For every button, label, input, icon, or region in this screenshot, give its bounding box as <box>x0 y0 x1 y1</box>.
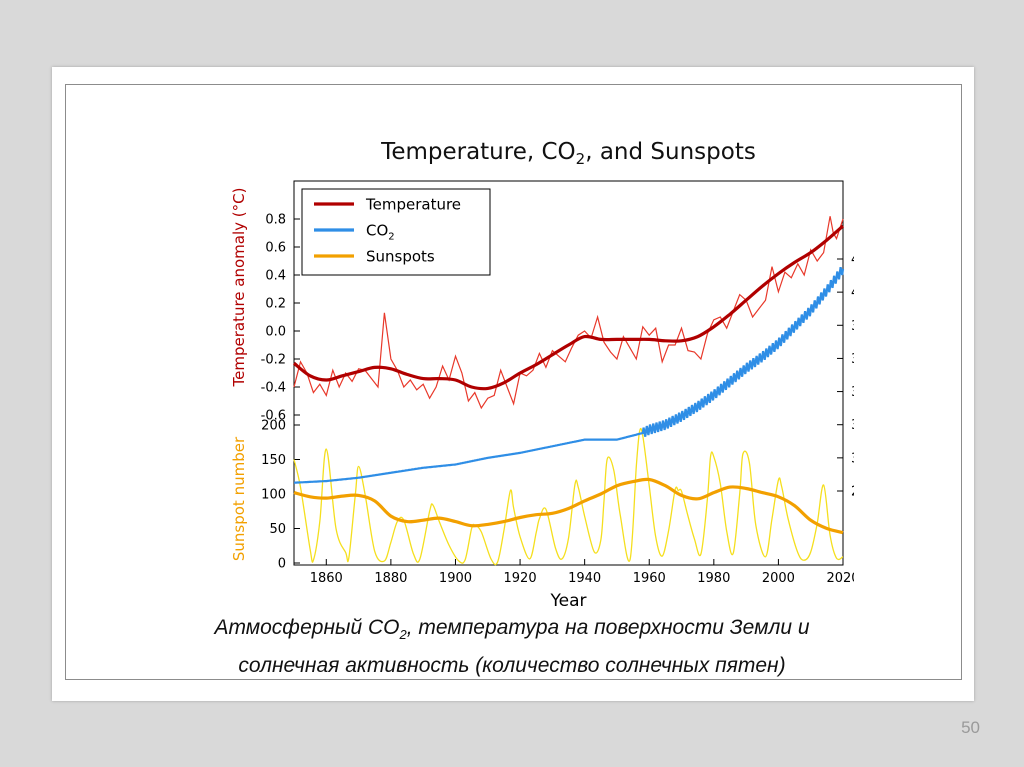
sun-y-tick-label: 50 <box>269 522 286 537</box>
temp-y-tick-label: 0.2 <box>265 297 286 312</box>
co2-line <box>294 266 845 484</box>
temperature-annual-line <box>293 216 844 410</box>
page-number: 50 <box>961 718 980 737</box>
temp-y-tick-label: -0.2 <box>261 353 286 368</box>
co2-y-tick-label: 300 <box>851 451 854 466</box>
slide-frame <box>65 84 962 680</box>
temp-y-tick-label: 0.0 <box>265 325 286 340</box>
co2-y-tick-label: 360 <box>851 352 854 367</box>
x-tick-label: 1860 <box>310 571 343 586</box>
co2-y-tick-label: 320 <box>851 418 854 433</box>
temp-y-tick-label: -0.4 <box>261 381 286 396</box>
temp-y-tick-label: 0.6 <box>265 241 286 256</box>
temp-y-axis-label: Temperature anomaly (°C) <box>230 188 248 388</box>
co2-y-tick-label: 280 <box>851 485 854 500</box>
x-tick-label: 1920 <box>504 571 537 586</box>
sunspots-annual-line <box>293 427 844 566</box>
chart-title: Temperature, CO2, and Sunspots <box>380 139 756 168</box>
temperature-smoothed-line <box>292 224 845 391</box>
sun-y-axis-label: Sunspot number <box>230 436 248 561</box>
caption-line-2: солнечная активность (количество солнечн… <box>238 654 786 678</box>
sun-y-tick-label: 0 <box>278 557 286 572</box>
x-axis-label: Year <box>550 591 587 607</box>
slide: Temperature, CO2, and Sunspots 1860 1880 19… <box>52 67 974 701</box>
sun-y-tick-label: 200 <box>261 419 286 434</box>
caption-line-1: Атмосферный CO2, температура на поверхно… <box>67 612 957 650</box>
x-tick-label: 1900 <box>439 571 472 586</box>
caption-co2-subscript: 2 <box>399 627 407 643</box>
x-tick-label: 1980 <box>697 571 730 586</box>
caption-line-1-rest: , температура на поверхности Земли и <box>406 616 810 639</box>
sun-y-tick-label: 150 <box>261 453 286 468</box>
chart: Temperature, CO2, and Sunspots 1860 1880 19… <box>230 139 854 607</box>
caption-co2-text: Атмосферный CO <box>214 616 400 639</box>
co2-y-tick-label: 340 <box>851 385 854 400</box>
temp-y-tick-label: -0.6 <box>261 409 286 424</box>
co2-y-tick-label: 380 <box>851 319 854 334</box>
x-tick-label: 1880 <box>374 571 407 586</box>
x-tick-label: 1960 <box>633 571 666 586</box>
slide-caption: Атмосферный CO2, температура на поверхно… <box>67 612 957 681</box>
sun-y-tick-label: 100 <box>261 488 286 503</box>
x-tick-label: 1940 <box>568 571 601 586</box>
x-tick-label: 2020 <box>826 571 854 586</box>
co2-y-tick-label: 400 <box>851 286 854 301</box>
sunspots-smoothed-line <box>293 477 844 535</box>
x-tick-label: 2000 <box>762 571 795 586</box>
legend-label: Sunspots <box>366 248 435 266</box>
temp-y-tick-label: 0.4 <box>265 269 286 284</box>
legend-label: Temperature <box>365 196 461 214</box>
co2-y-tick-label: 420 <box>851 253 854 268</box>
temp-y-tick-label: 0.8 <box>265 213 286 228</box>
legend-label: CO2 <box>366 222 395 243</box>
